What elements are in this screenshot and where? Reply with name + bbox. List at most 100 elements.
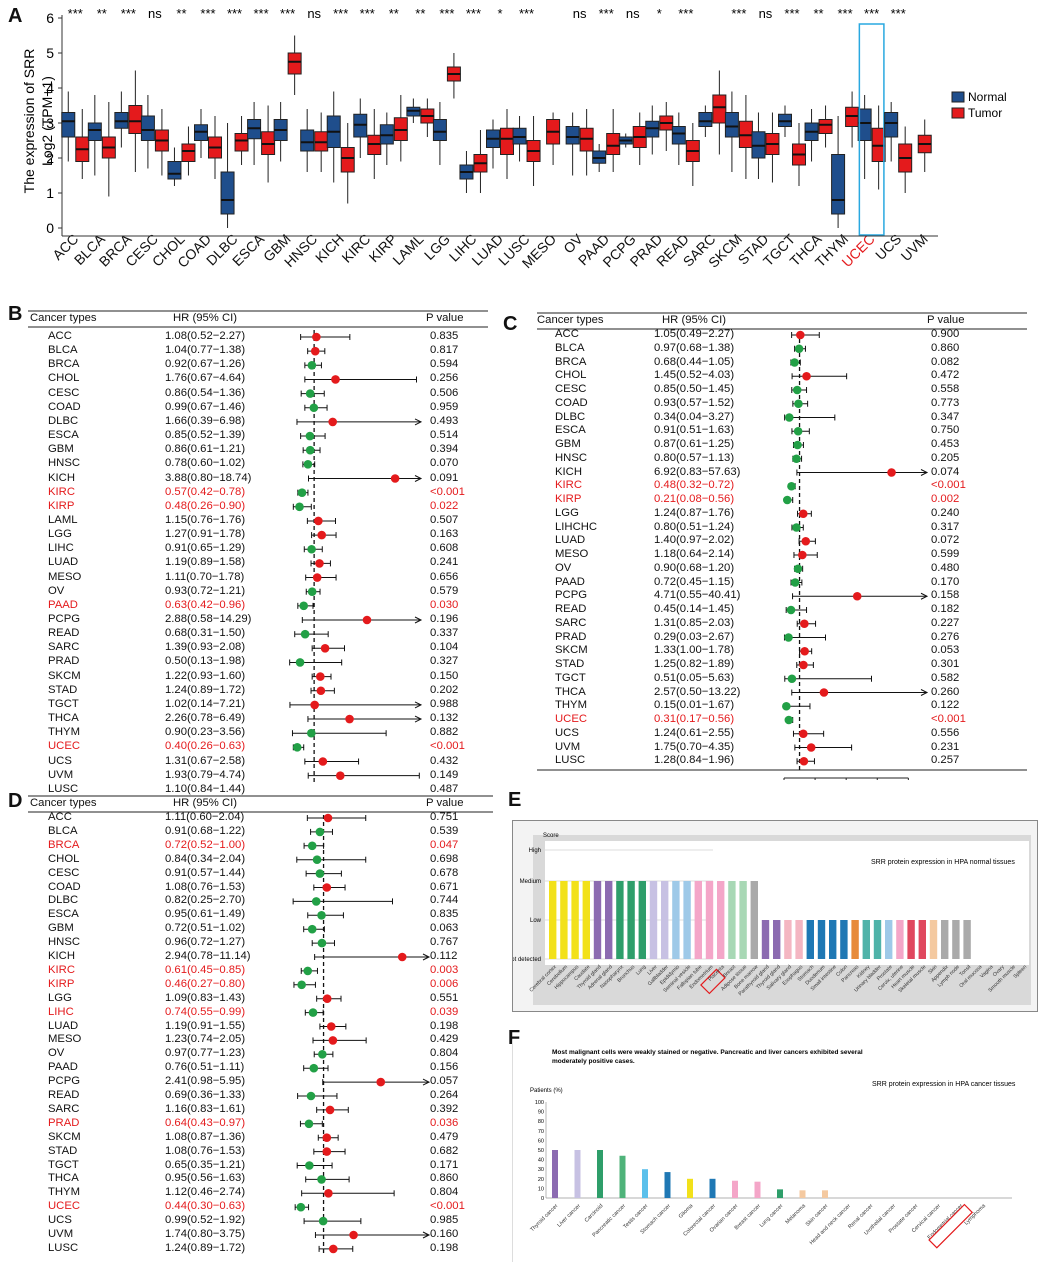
bar (862, 920, 870, 959)
y-axis-label: Score (543, 833, 559, 839)
cell-hr-ci: 0.96(0.72−1.27) (165, 936, 246, 949)
chart-title: SRR protein expression in HPA cancer tis… (872, 1081, 1016, 1088)
box-normal (512, 116, 527, 162)
forest-row: GBM 0.72(0.51−1.02) 0.063 (28, 922, 493, 937)
cell-hr-ci: 0.40(0.26−0.63) (165, 740, 246, 753)
cell-hr-ci: 0.78(0.60−1.02) (165, 457, 246, 470)
cell-hr-ci: 1.04(0.77−1.38) (165, 344, 246, 357)
forest-row: THCA 2.26(0.78−6.49) 0.132 (28, 712, 488, 727)
bar (605, 881, 613, 959)
cell-hr-ci: 0.91(0.57−1.44) (165, 866, 246, 879)
cell-p: 0.198 (430, 1241, 459, 1254)
cell-p: 0.493 (430, 414, 459, 427)
cancer-label: Carcinoid (584, 1203, 605, 1224)
hr-marker (313, 1050, 334, 1059)
cell-cancer: LIHC (48, 1005, 74, 1018)
cell-cancer: STAD (48, 683, 78, 696)
forest-row: LAML 1.15(0.76−1.76) 0.507 (28, 514, 488, 529)
forest-row: DLBC 0.82(0.25−2.70) 0.744 (28, 894, 493, 909)
cell-p: 0.036 (430, 1116, 459, 1129)
cell-p: 0.063 (430, 922, 459, 935)
forest-row: SKCM 1.08(0.87−1.36) 0.479 (28, 1131, 493, 1146)
cell-cancer: TGCT (48, 697, 79, 710)
bar (593, 881, 602, 959)
box-tumor (792, 123, 806, 186)
cell-p: 0.882 (430, 726, 459, 739)
cell-p: 0.392 (430, 1102, 459, 1115)
cell-cancer: LUSC (48, 782, 79, 795)
cell-p: 0.006 (430, 977, 459, 990)
cell-hr-ci: 0.93(0.72−1.21) (165, 584, 246, 597)
forest-row: KICH 3.88(0.80−18.74) 0.091 (28, 472, 488, 487)
box-normal (751, 112, 766, 179)
cell-cancer: COAD (48, 400, 81, 413)
header-col3: P value (426, 797, 464, 809)
box-normal (273, 102, 288, 162)
hr-marker (304, 403, 328, 413)
box-normal (379, 112, 394, 165)
forest-row: PRAD 0.50(0.13−1.98) 0.327 (28, 655, 488, 670)
significance-label: ns (759, 6, 773, 21)
forest-row: MESO 1.23(0.74−2.05) 0.429 (28, 1033, 493, 1048)
cell-p: 0.337 (430, 627, 459, 640)
y-tick-label: 1 (46, 185, 54, 201)
y-tick-label: 90 (538, 1110, 544, 1116)
cell-cancer: SARC (48, 641, 80, 654)
cell-hr-ci: 1.02(0.14−7.21) (165, 697, 246, 710)
box-tumor (446, 53, 461, 99)
significance-label: *** (360, 6, 375, 21)
forest-row: CESC 0.85(0.50−1.45) 0.558 (537, 383, 1027, 398)
forest-row: ACC 1.05(0.49−2.27) 0.900 (537, 328, 1027, 343)
forest-row: GBM 0.86(0.61−1.21) 0.394 (28, 443, 488, 458)
cell-hr-ci: 0.64(0.43−0.97) (165, 1116, 246, 1129)
hr-marker (307, 911, 344, 920)
cell-hr-ci: 1.11(0.60−2.04) (165, 811, 245, 823)
y-level-label: Low (530, 918, 542, 924)
cell-cancer: OV (555, 561, 572, 574)
bar (907, 920, 915, 959)
forest-row: LGG 1.27(0.91−1.78) 0.163 (28, 528, 488, 543)
hr-marker (304, 1008, 324, 1017)
cell-cancer: UVM (555, 740, 581, 753)
bar (929, 920, 938, 959)
forest-row: BRCA 0.72(0.52−1.00) 0.047 (28, 839, 493, 854)
cell-p: 0.394 (430, 443, 459, 456)
cell-p: 0.182 (931, 603, 960, 615)
y-tick-label: 50 (538, 1148, 544, 1154)
cell-p: 0.453 (931, 438, 960, 450)
cell-p: 0.231 (931, 740, 960, 753)
hr-marker (791, 385, 808, 395)
bar (571, 881, 579, 959)
cell-cancer: THYM (555, 699, 588, 712)
cell-p: 0.472 (931, 369, 960, 382)
hr-marker (792, 454, 803, 464)
header-col2: HR (95% CI) (662, 314, 727, 326)
cell-hr-ci: 0.63(0.42−0.96) (165, 598, 246, 611)
cell-hr-ci: 1.15(0.76−1.76) (165, 513, 246, 526)
forest-row: PCPG 2.41(0.98−5.95) 0.057 (28, 1075, 493, 1090)
cell-cancer: KIRC (48, 485, 75, 498)
chart-title: SRR protein expression in HPA normal tis… (871, 859, 1015, 866)
cell-cancer: DLBC (555, 410, 586, 423)
cell-cancer: READ (555, 603, 587, 615)
bar (619, 1155, 626, 1198)
cell-p: 0.429 (430, 1033, 459, 1046)
cell-cancer: PAAD (48, 1061, 78, 1074)
cell-hr-ci: 0.72(0.45−1.15) (654, 575, 735, 588)
bar (885, 920, 893, 959)
hr-marker (297, 1091, 338, 1101)
cell-cancer: PRAD (555, 630, 587, 643)
hr-marker (787, 481, 796, 491)
forest-row: READ 0.69(0.36−1.33) 0.264 (28, 1089, 493, 1104)
box-normal (486, 119, 500, 169)
forest-row: OV 0.93(0.72−1.21) 0.579 (28, 585, 488, 600)
hr-marker (304, 375, 417, 384)
hr-marker (793, 564, 804, 574)
hr-marker (300, 966, 318, 976)
forest-row: TGCT 0.65(0.35−1.21) 0.171 (28, 1159, 493, 1174)
cell-cancer: LGG (48, 528, 72, 541)
cell-hr-ci: 1.05(0.49−2.27) (654, 328, 735, 340)
cell-hr-ci: 1.25(0.82−1.89) (654, 658, 735, 670)
cell-hr-ci: 0.80(0.57−1.13) (654, 451, 735, 464)
